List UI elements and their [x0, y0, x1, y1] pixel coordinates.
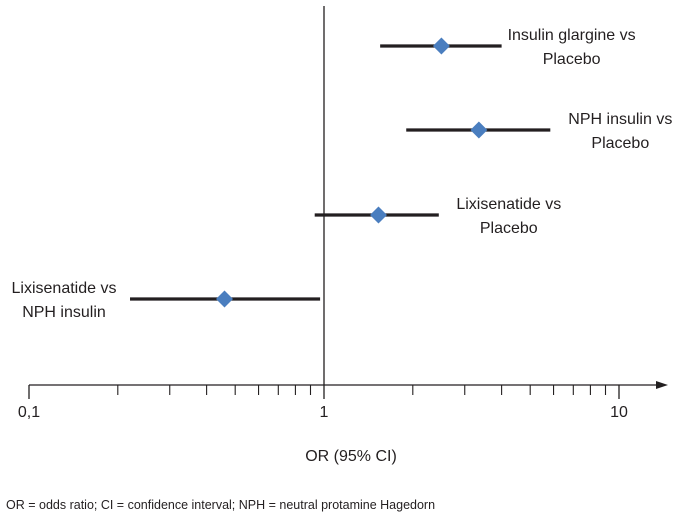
comparison-label: Lixisenatide vs	[456, 196, 561, 213]
comparison-labels: Insulin glargine vs Placebo NPH insulin vs…	[12, 27, 673, 321]
or-marker	[369, 206, 387, 224]
comparison-label: Lixisenatide vs	[12, 280, 117, 297]
or-marker	[432, 37, 450, 55]
point-estimates	[216, 37, 488, 308]
comparison-label: Placebo	[480, 220, 538, 237]
x-axis: 0,1 1 10	[18, 381, 668, 421]
comparison-label: NPH insulin	[22, 304, 106, 321]
comparison-label: Placebo	[543, 51, 601, 68]
comparison-label: NPH insulin vs	[568, 111, 672, 128]
forest-plot: 0,1 1 10 Insulin glargine vs Placebo NPH ins…	[12, 6, 673, 465]
footnote: OR = odds ratio; CI = confidence interva…	[6, 498, 436, 512]
comparison-label: Placebo	[591, 135, 649, 152]
x-axis-title: OR (95% CI)	[305, 448, 397, 465]
comparison-label: Insulin glargine vs	[508, 27, 636, 44]
or-marker	[470, 121, 488, 139]
x-tick-label: 1	[320, 404, 329, 421]
x-tick-label: 10	[610, 404, 628, 421]
x-tick-label: 0,1	[18, 404, 40, 421]
x-axis-arrow-icon	[656, 381, 668, 389]
or-marker	[216, 290, 234, 308]
confidence-intervals	[130, 44, 551, 301]
